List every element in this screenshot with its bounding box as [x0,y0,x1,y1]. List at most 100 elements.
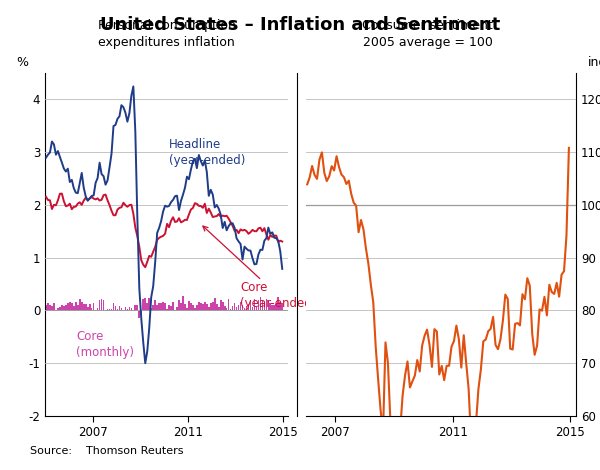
Text: Source:    Thomson Reuters: Source: Thomson Reuters [30,446,184,456]
Bar [238,305,239,310]
Bar [260,297,261,310]
Bar [251,307,253,310]
Bar [164,303,166,310]
Bar [230,309,232,310]
Bar [51,306,53,310]
Bar [85,304,86,310]
Bar [263,305,265,310]
Bar [139,310,140,318]
Bar [151,308,152,310]
Bar [121,308,122,310]
Bar [254,299,255,310]
Bar [75,302,77,310]
Bar [125,307,126,310]
Bar [244,308,245,310]
Bar [190,304,192,310]
Bar [172,302,174,310]
Bar [232,306,233,310]
Bar [216,304,218,310]
Text: Personal consumption
expenditures inflation: Personal consumption expenditures inflat… [98,19,235,49]
Bar [262,300,263,310]
Bar [115,306,116,310]
Text: Core
(monthly): Core (monthly) [76,330,134,359]
Text: index: index [587,56,600,70]
Bar [109,309,110,310]
Text: United States – Inflation and Sentiment: United States – Inflation and Sentiment [100,16,500,34]
Bar [166,309,168,310]
Bar [240,303,241,310]
Bar [162,302,164,310]
Bar [202,304,203,310]
Bar [128,307,130,310]
Bar [59,307,61,310]
Bar [71,303,73,310]
Bar [208,307,209,310]
Bar [176,306,178,310]
Bar [248,305,250,310]
Bar [113,303,115,310]
Bar [178,300,180,310]
Bar [134,306,136,310]
Bar [116,309,118,310]
Bar [101,299,103,310]
Bar [275,305,277,310]
Bar [198,302,200,310]
Bar [67,303,68,310]
Bar [222,302,224,310]
Bar [87,307,89,310]
Bar [192,305,194,310]
Bar [81,302,83,310]
Bar [228,299,229,310]
Bar [103,300,104,310]
Bar [77,305,79,310]
Bar [168,306,170,310]
Bar [214,298,215,310]
Bar [274,306,275,310]
Bar [188,301,190,310]
Bar [110,309,112,310]
Bar [65,305,67,310]
Bar [63,306,65,310]
Bar [280,302,281,310]
Bar [79,299,80,310]
Bar [61,305,63,310]
Bar [160,303,162,310]
Bar [140,310,142,314]
Bar [204,302,206,310]
Bar [182,296,184,310]
Bar [256,307,257,310]
Bar [242,306,244,310]
Bar [145,298,146,310]
Bar [210,303,212,310]
Bar [148,298,150,310]
Bar [47,303,49,310]
Bar [83,304,85,310]
Bar [281,303,283,310]
Bar [206,304,208,310]
Bar [186,308,188,310]
Bar [257,300,259,310]
Bar [127,309,128,310]
Bar [119,306,120,310]
Bar [146,303,148,310]
Bar [99,299,100,310]
Text: %: % [16,56,28,70]
Bar [49,305,51,310]
Bar [234,303,235,310]
Bar [224,306,226,310]
Bar [220,300,221,310]
Bar [250,300,251,310]
Text: Consumer sentiment
2005 average = 100: Consumer sentiment 2005 average = 100 [362,19,493,49]
Bar [268,300,269,310]
Bar [53,303,55,310]
Bar [236,307,238,310]
Bar [245,306,247,310]
Bar [196,305,198,310]
Bar [218,307,220,310]
Bar [226,308,227,310]
Bar [194,308,196,310]
Text: Headline
(year-ended): Headline (year-ended) [169,138,245,166]
Bar [271,305,273,310]
Bar [142,298,144,310]
Bar [91,308,92,310]
